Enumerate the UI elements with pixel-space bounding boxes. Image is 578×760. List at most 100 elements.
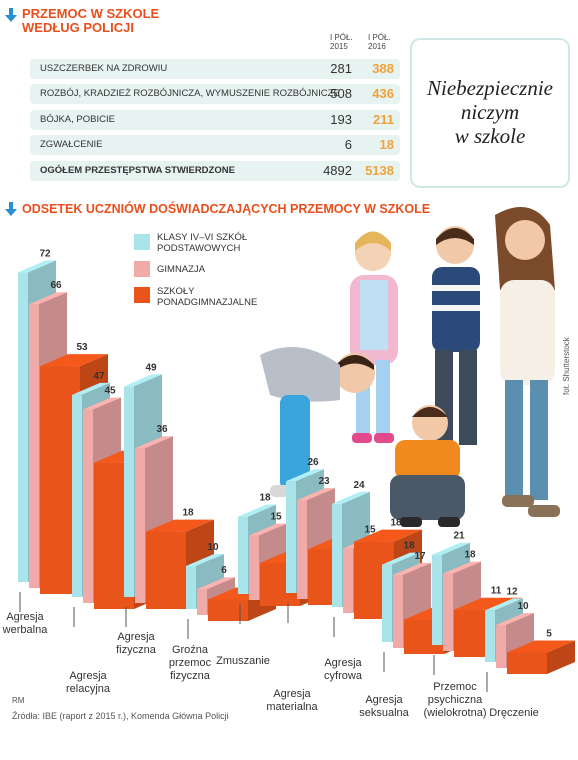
table-row: ZGWAŁCENIE 6 18 — [30, 135, 400, 155]
bar-top — [393, 562, 431, 575]
bar-top — [135, 436, 173, 449]
data-label: 10 — [517, 601, 529, 612]
bar-top — [382, 552, 420, 565]
col-head-2016: I PÓŁ. 2016 — [368, 33, 391, 51]
category-label: Agresja materialna — [266, 688, 318, 713]
data-label: 21 — [453, 531, 465, 542]
bar — [343, 548, 353, 613]
bar — [83, 409, 93, 603]
boy-crouching-figure — [390, 405, 465, 527]
police-title: PRZEMOC W SZKOLE WEDŁUG POLICJI — [22, 6, 160, 35]
table-row: USZCZERBEK NA ZDROWIU 281 388 — [30, 59, 400, 79]
category-label: Agresja werbalna — [2, 611, 49, 636]
data-label: 66 — [50, 280, 62, 291]
bar-top — [507, 640, 575, 653]
data-label: 15 — [270, 512, 282, 523]
bar — [197, 589, 207, 615]
bar-group: 12 10 5 Dręczenie — [485, 586, 575, 719]
bar — [249, 535, 259, 600]
category-label: Zmuszanie — [216, 655, 270, 667]
table-row: BÓJKA, POBICIE 193 211 — [30, 110, 400, 130]
bar-top — [297, 488, 335, 501]
bar — [146, 531, 186, 609]
data-label: 45 — [104, 386, 116, 397]
bar-top — [286, 469, 324, 482]
bar — [393, 574, 403, 648]
data-label: 72 — [39, 248, 51, 259]
children-photo — [260, 207, 560, 527]
table-row-total: OGÓŁEM PRZESTĘPSTWA STWIERDZONE 4892 513… — [30, 161, 400, 181]
data-label: 47 — [93, 371, 105, 382]
bar-top — [124, 374, 162, 387]
bar — [496, 625, 506, 668]
bar-top — [443, 561, 481, 574]
bar-top — [332, 491, 370, 504]
legend-label-gimnazja: GIMNAZJA — [157, 264, 206, 275]
bar-top — [454, 597, 522, 610]
data-label: 18 — [259, 493, 271, 504]
data-label: 18 — [390, 518, 402, 529]
bar — [72, 394, 82, 597]
bar — [124, 386, 134, 597]
boy-striped-figure — [432, 226, 480, 445]
data-label: 49 — [145, 362, 157, 373]
bar-top — [83, 397, 121, 410]
bar — [443, 573, 453, 651]
bar-top — [249, 523, 287, 536]
bar-top — [238, 504, 276, 517]
legend-swatch-ponadgim — [134, 287, 150, 303]
data-label: 15 — [364, 525, 376, 536]
bar — [186, 566, 196, 609]
bar-top — [29, 292, 67, 305]
bar — [507, 652, 547, 674]
bar — [485, 610, 495, 662]
data-label: 5 — [546, 629, 552, 640]
category-label: Agresja relacyjna — [66, 670, 111, 695]
data-label: 26 — [307, 457, 319, 468]
bar — [432, 554, 442, 645]
bar — [297, 500, 307, 599]
bar-top — [197, 577, 235, 590]
arrow-down-icon — [5, 202, 17, 216]
bar-top — [432, 542, 470, 555]
bar-side — [547, 640, 575, 674]
category-label: Agresja fizyczna — [116, 631, 157, 656]
bar-top — [186, 554, 224, 566]
girl-right-figure — [495, 207, 560, 517]
bar — [18, 272, 28, 582]
bar-top — [354, 529, 422, 542]
data-label: 18 — [464, 550, 476, 561]
arrow-down-icon — [5, 8, 17, 22]
data-label: 11 — [491, 586, 502, 597]
source-note: Źródła: IBE (raport z 2015 r.), Komenda … — [12, 711, 229, 721]
table-row: ROZBÓJ, KRADZIEŻ ROZBÓJNICZA, WYMUSZENIE… — [30, 84, 400, 104]
bar — [332, 503, 342, 607]
data-label: 53 — [76, 342, 88, 353]
data-label: 18 — [182, 508, 194, 519]
bar — [29, 304, 39, 588]
legend-label-primary: KLASY IV–VI SZKÓŁ PODSTAWOWYCH — [157, 232, 248, 254]
bar-top — [146, 519, 214, 532]
data-label: 18 — [403, 541, 415, 552]
bar — [382, 564, 392, 642]
bar-top — [72, 382, 110, 395]
data-label: 23 — [318, 476, 330, 487]
author-initials: RM — [12, 696, 25, 705]
data-label: 10 — [207, 542, 219, 553]
data-label: 24 — [353, 480, 365, 491]
data-label: 36 — [156, 424, 168, 435]
bar — [238, 516, 248, 594]
bar — [208, 599, 248, 621]
category-label: Agresja cyfrowa — [324, 657, 363, 682]
bar-top — [496, 613, 534, 625]
quote-box: Niebezpiecznie niczym w szkole — [410, 38, 570, 188]
legend-label-ponadgim: SZKOŁY PONADGIMNAZJALNE — [157, 286, 258, 308]
bar — [286, 481, 296, 593]
boy-bending-figure — [260, 347, 375, 497]
bar-top — [485, 598, 523, 611]
chart-title: ODSETEK UCZNIÓW DOŚWIADCZAJĄCYCH PRZEMOC… — [22, 202, 431, 216]
col-head-2015: I PÓŁ. 2015 — [330, 33, 353, 51]
bar-top — [18, 260, 56, 273]
bar-top — [40, 354, 108, 367]
